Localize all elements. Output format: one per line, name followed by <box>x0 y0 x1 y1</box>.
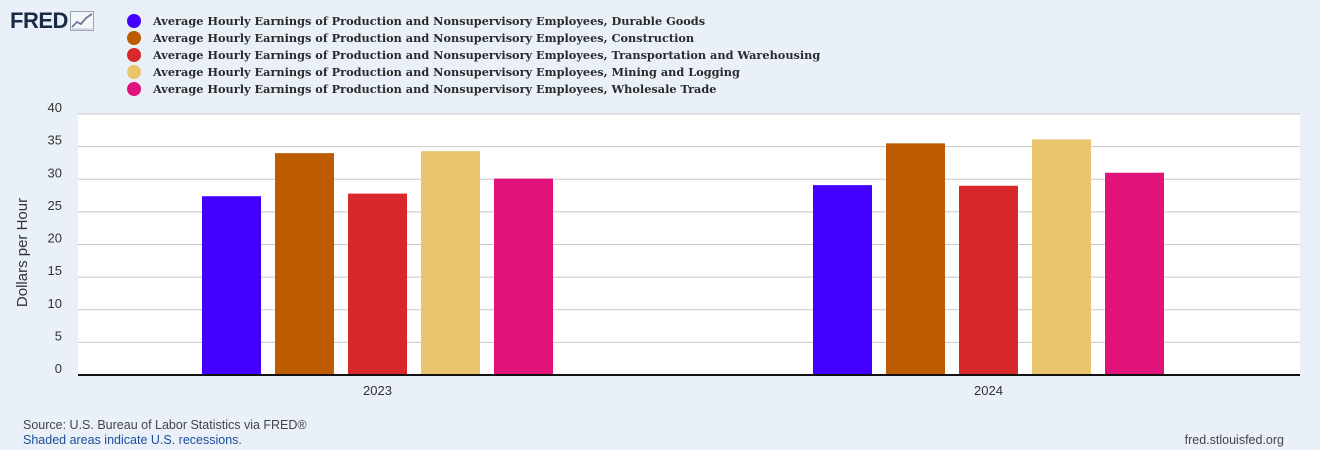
legend-item[interactable]: Average Hourly Earnings of Production an… <box>127 63 820 80</box>
chart-legend: Average Hourly Earnings of Production an… <box>127 12 820 97</box>
legend-item[interactable]: Average Hourly Earnings of Production an… <box>127 12 820 29</box>
y-tick-label: 25 <box>48 198 62 213</box>
bar <box>202 196 261 375</box>
x-tick-label: 2024 <box>974 383 1003 398</box>
legend-label: Average Hourly Earnings of Production an… <box>153 13 706 28</box>
fred-logo-text: FRED <box>10 8 68 33</box>
legend-label: Average Hourly Earnings of Production an… <box>153 64 740 79</box>
y-tick-label: 40 <box>48 100 62 115</box>
y-tick-label: 10 <box>48 296 62 311</box>
bar <box>494 178 553 375</box>
x-tick-label: 2023 <box>363 383 392 398</box>
bar <box>813 185 872 375</box>
bar-chart: 0 5 10 15 20 25 30 35 40 Dollars per Hour 2023 2024 <box>14 100 1300 398</box>
bar <box>1105 172 1164 375</box>
bar <box>886 143 945 375</box>
site-url[interactable]: fred.stlouisfed.org <box>1184 433 1284 447</box>
legend-label: Average Hourly Earnings of Production an… <box>153 47 821 62</box>
y-tick-label: 5 <box>55 328 62 343</box>
bar <box>959 185 1018 375</box>
bar <box>421 151 480 375</box>
source-note: Source: U.S. Bureau of Labor Statistics … <box>23 418 307 432</box>
legend-swatch <box>127 81 141 96</box>
legend-swatch <box>127 13 141 28</box>
legend-label: Average Hourly Earnings of Production an… <box>153 30 695 45</box>
chart-trend-icon <box>69 11 94 31</box>
y-tick-label: 0 <box>55 361 62 376</box>
y-tick-label: 15 <box>48 263 62 278</box>
y-axis-label: Dollars per Hour <box>14 198 31 307</box>
legend-label: Average Hourly Earnings of Production an… <box>153 81 717 96</box>
legend-swatch <box>127 30 141 45</box>
recession-note-link[interactable]: Shaded areas indicate U.S. recessions. <box>23 433 242 447</box>
y-tick-label: 20 <box>48 231 62 246</box>
bar <box>275 153 334 375</box>
legend-swatch <box>127 64 141 79</box>
fred-logo[interactable]: FRED <box>10 8 94 34</box>
bar <box>348 193 407 375</box>
y-tick-label: 35 <box>48 133 62 148</box>
bar <box>1032 139 1091 375</box>
legend-item[interactable]: Average Hourly Earnings of Production an… <box>127 29 820 46</box>
legend-item[interactable]: Average Hourly Earnings of Production an… <box>127 80 820 97</box>
legend-item[interactable]: Average Hourly Earnings of Production an… <box>127 46 820 63</box>
legend-swatch <box>127 47 141 62</box>
y-tick-label: 30 <box>48 165 62 180</box>
